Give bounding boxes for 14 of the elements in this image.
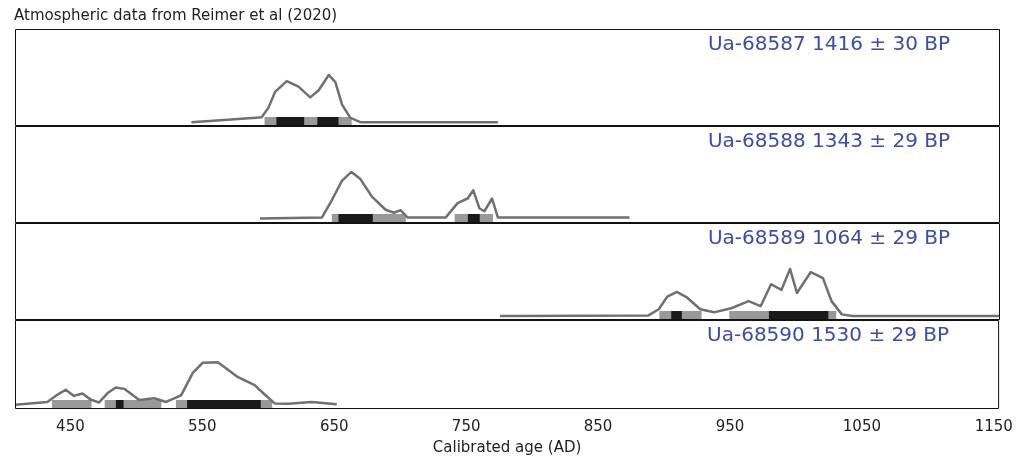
x-tick-label: 950 (715, 416, 745, 435)
x-axis-title: Calibrated age (AD) (432, 437, 582, 456)
x-tick-label: 450 (56, 416, 85, 435)
x-tick-label: 650 (319, 416, 349, 435)
text: Ua-68587 1416 ± 30 BP (707, 31, 950, 56)
text: Ua-68589 1064 ± 29 BP (707, 225, 950, 250)
text: Ua-68588 1343 ± 29 BP (707, 128, 950, 153)
x-tick-label: 550 (188, 416, 217, 435)
chart-title: Atmospheric data from Reimer et al (2020) (14, 6, 338, 24)
x-tick-label: 1150 (974, 416, 1013, 435)
x-tick-label: 1050 (842, 416, 881, 435)
x-tick-label: 850 (583, 416, 613, 435)
text: Ua-68590 1530 ± 29 BP (707, 322, 950, 347)
x-tick-label: 750 (451, 416, 481, 435)
